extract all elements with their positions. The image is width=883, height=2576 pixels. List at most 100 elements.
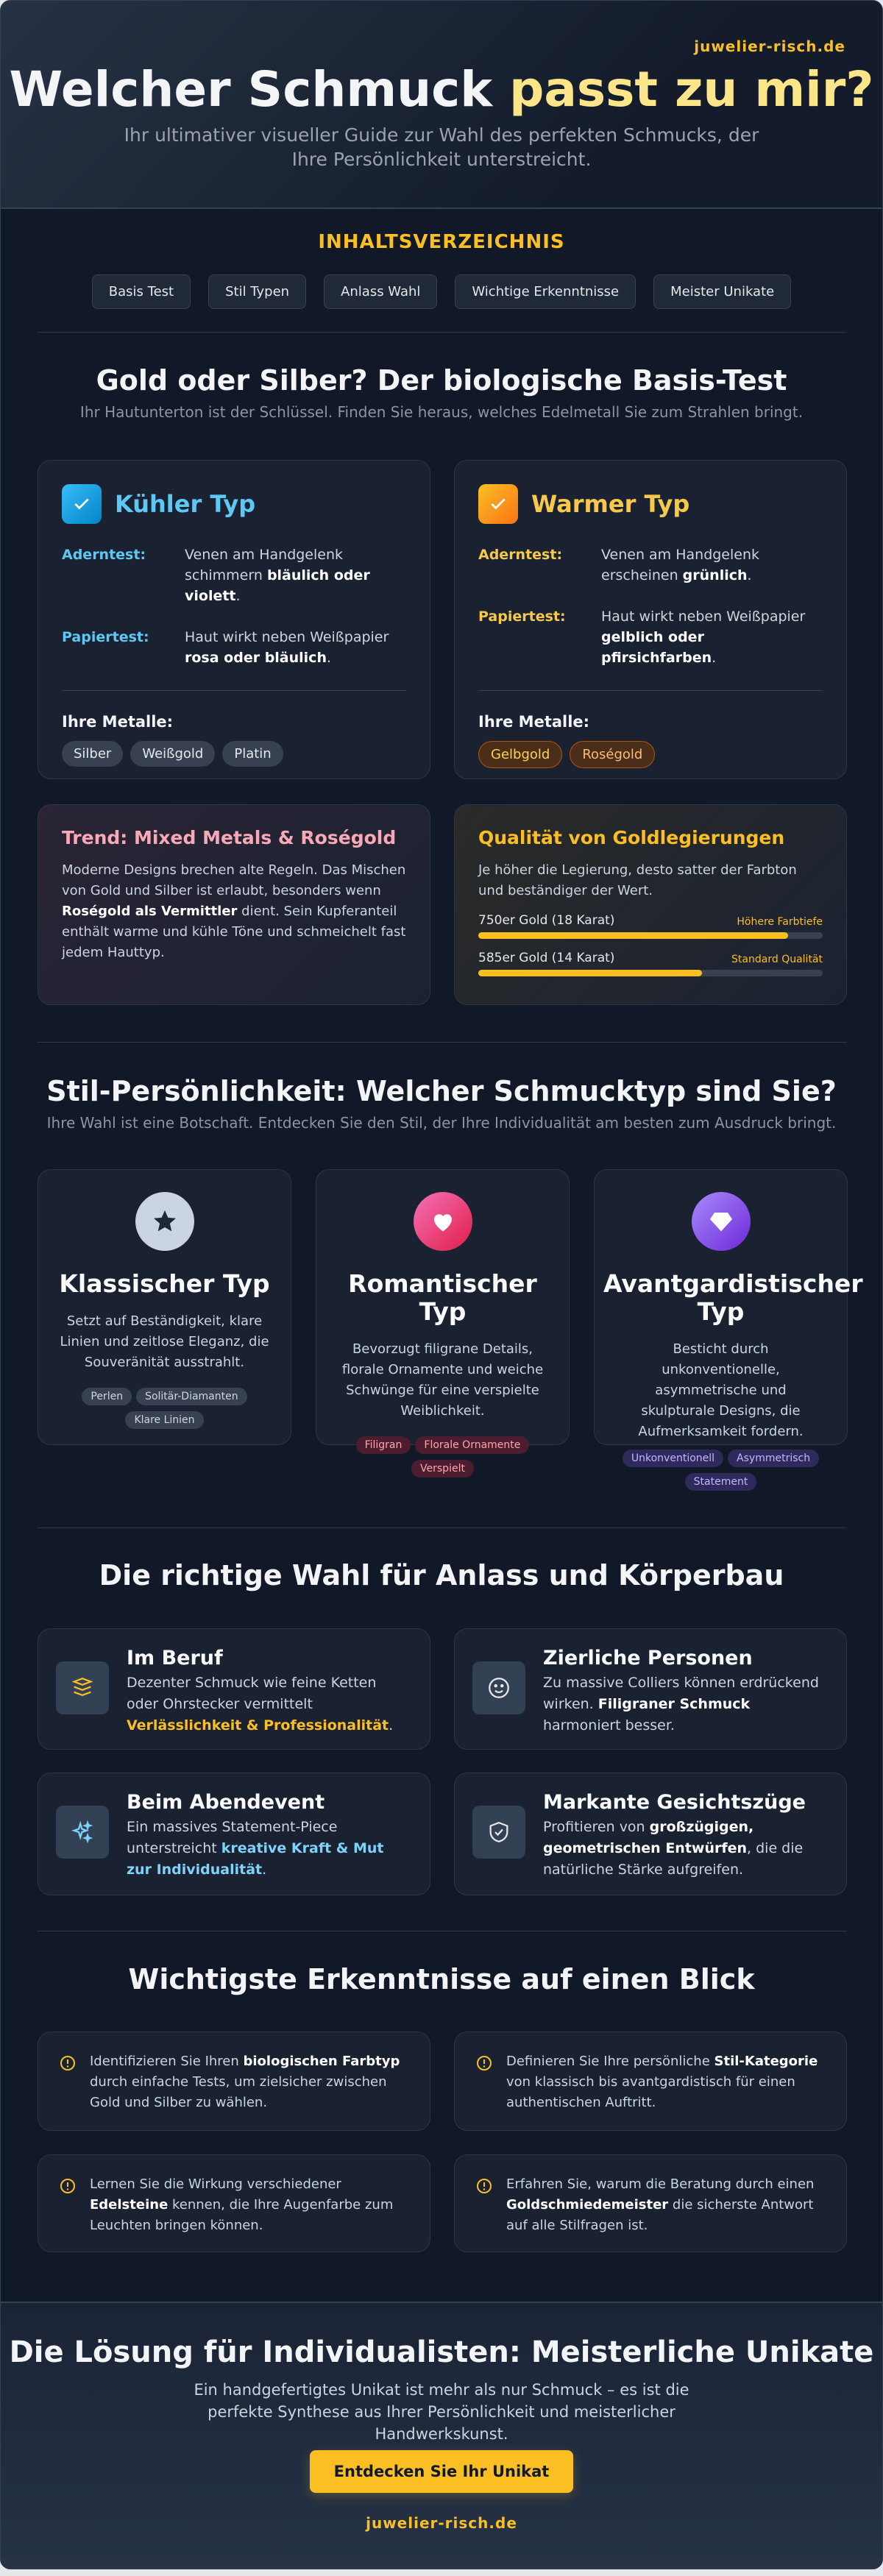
text-part: Moderne Designs brechen alte Regeln. Das… bbox=[62, 862, 406, 898]
bar-tag: Höhere Farbtiefe bbox=[737, 916, 823, 928]
toc-item[interactable]: Stil Typen bbox=[208, 274, 307, 309]
subtitle: Ihr ultimativer visueller Guide zur Wahl… bbox=[124, 124, 759, 170]
card-text: Moderne Designs brechen alte Regeln. Das… bbox=[62, 860, 406, 963]
label: Papiertest: bbox=[478, 608, 566, 625]
text-part: Goldschmiedemeister bbox=[506, 2197, 669, 2213]
divider bbox=[38, 1042, 847, 1043]
text-part: . bbox=[326, 650, 332, 666]
toc-item[interactable]: Meister Unikate bbox=[653, 274, 792, 309]
test-row: Aderntest: Venen am Handgelenk erscheinen… bbox=[478, 544, 823, 586]
card-text: Zu massive Colliers können erdrückend wi… bbox=[543, 1672, 829, 1736]
icon bbox=[60, 2179, 75, 2193]
bar-track bbox=[478, 970, 823, 976]
insight-card: Identifizieren Sie Ihren biologischen Fa… bbox=[38, 2032, 430, 2131]
card-title: Kühler Typ bbox=[62, 484, 406, 524]
icon bbox=[60, 2056, 75, 2071]
text-part: Lernen Sie die Wirkung verschiedener bbox=[90, 2176, 341, 2192]
text-part: biologischen Farbtyp bbox=[243, 2054, 400, 2069]
toc-item[interactable]: Wichtige Erkenntnisse bbox=[455, 274, 636, 309]
card-title: Klassischer Typ bbox=[59, 1269, 270, 1298]
text-part: . bbox=[712, 650, 717, 666]
tag: Klare Linien bbox=[125, 1411, 204, 1429]
icon bbox=[472, 1806, 525, 1859]
tag: Florale Ornamente bbox=[415, 1436, 530, 1454]
test-row: Aderntest: Venen am Handgelenk schimmern … bbox=[62, 544, 406, 606]
insight-card: Lernen Sie die Wirkung verschiedener Ede… bbox=[38, 2154, 430, 2252]
text-part: kennen, die Ihre Augenfarbe zum Leuchten… bbox=[90, 2197, 394, 2233]
footer-text: Ein handgefertigtes Unikat ist mehr als … bbox=[194, 2381, 689, 2443]
text-part: rosa oder bläulich bbox=[185, 650, 327, 666]
card-text: Profitieren von großzügigen, geometrisch… bbox=[543, 1817, 829, 1881]
page-title: Welcher Schmuck passt zu mir? bbox=[1, 61, 882, 118]
occasion-card: Im Beruf Dezenter Schmuck wie feine Kette… bbox=[38, 1628, 430, 1750]
bar bbox=[478, 970, 703, 976]
text-part: durch einfache Tests, um zielsicher zwis… bbox=[90, 2074, 387, 2110]
bar-label: 585er Gold (14 Karat) bbox=[478, 951, 615, 965]
text-part: harmoniert besser. bbox=[543, 1717, 675, 1734]
toc-item[interactable]: Basis Test bbox=[91, 274, 191, 309]
icon bbox=[477, 2179, 492, 2193]
brand: juwelier-risch.de bbox=[366, 2514, 517, 2532]
footer-title: Die Lösung für Individualisten: Meisterl… bbox=[9, 2335, 874, 2369]
card-title: Zierliche Personen bbox=[543, 1647, 753, 1670]
icon bbox=[477, 2056, 492, 2071]
icon bbox=[691, 1192, 751, 1251]
metals-label: Ihre Metalle: bbox=[478, 713, 590, 731]
text-part: kreative Kraft & Mut zur Individualität bbox=[127, 1840, 384, 1878]
card-text: Je höher die Legierung, desto satter der… bbox=[478, 862, 797, 898]
text: Haut wirkt neben Weißpapier rosa oder bl… bbox=[185, 627, 406, 668]
label: Aderntest: bbox=[478, 547, 563, 563]
icon bbox=[478, 484, 518, 524]
text-part: Identifizieren Sie Ihren bbox=[90, 2054, 244, 2069]
card-text: Bevorzugt filigrane Details, florale Orn… bbox=[341, 1341, 544, 1419]
separator bbox=[478, 690, 823, 691]
tag: Perlen bbox=[82, 1388, 132, 1405]
cta-button[interactable]: Entdecken Sie Ihr Unikat bbox=[310, 2450, 573, 2493]
card-title: Markante Gesichtszüge bbox=[543, 1791, 806, 1814]
trend-card: Trend: Mixed Metals & Roségold Moderne D… bbox=[38, 804, 430, 1005]
bar-label: 750er Gold (18 Karat) bbox=[478, 913, 615, 928]
metal-pill: Weißgold bbox=[130, 741, 216, 767]
tag: Solitär-Diamanten bbox=[136, 1388, 247, 1405]
card-title: Trend: Mixed Metals & Roségold bbox=[62, 827, 397, 848]
occasion-card: Beim Abendevent Ein massives Statement-Pi… bbox=[38, 1773, 430, 1895]
text-part: Dezenter Schmuck wie feine Ketten oder O… bbox=[127, 1675, 377, 1712]
icon bbox=[135, 1192, 194, 1251]
style-card: Klassischer Typ Setzt auf Beständigkeit,… bbox=[38, 1169, 291, 1445]
section-title: Stil-Persönlichkeit: Welcher Schmucktyp … bbox=[46, 1075, 837, 1107]
icon bbox=[62, 484, 102, 524]
card-title: Im Beruf bbox=[127, 1647, 223, 1670]
warm-card: Warmer Typ Aderntest: Venen am Handgelenk… bbox=[454, 460, 847, 779]
bar-tag: Standard Qualität bbox=[731, 954, 823, 965]
section-subtitle: Ihre Wahl ist eine Botschaft. Entdecken … bbox=[46, 1114, 837, 1132]
tag: Unkonventionell bbox=[622, 1450, 724, 1467]
label: Papiertest: bbox=[62, 629, 149, 645]
text-part: Verlässlichkeit & Professionalität bbox=[127, 1717, 389, 1734]
text-part: Roségold als Vermittler bbox=[62, 904, 238, 919]
tag: Verspielt bbox=[411, 1460, 474, 1477]
icon bbox=[56, 1661, 109, 1714]
metal-pill: Platin bbox=[222, 741, 283, 767]
section-title: Gold oder Silber? Der biologische Basis-… bbox=[96, 364, 787, 397]
toc-item[interactable]: Anlass Wahl bbox=[324, 274, 438, 309]
text-part: Venen am Handgelenk schimmern bbox=[185, 547, 344, 583]
text: Venen am Handgelenk schimmern bläulich o… bbox=[185, 544, 406, 606]
card-title: Qualität von Goldlegierungen bbox=[478, 827, 785, 848]
text-part: von klassisch bis avantgardistisch für e… bbox=[506, 2074, 795, 2110]
icon bbox=[472, 1661, 525, 1714]
card-title: Warmer Typ bbox=[478, 484, 823, 524]
text-part: Haut wirkt neben Weißpapier bbox=[601, 608, 806, 625]
metal-pill: Roségold bbox=[570, 741, 656, 768]
text-part: großzügigen, geometrischen Entwürfen bbox=[543, 1819, 754, 1856]
icon bbox=[56, 1806, 109, 1859]
style-card: Avantgardistischer Typ Besticht durch un… bbox=[594, 1169, 863, 1491]
text-part: Ein massives Statement-Piece unterstreic… bbox=[127, 1819, 338, 1856]
text-part: . bbox=[235, 588, 241, 604]
quality-card: Qualität von Goldlegierungen Je höher di… bbox=[454, 804, 847, 1005]
test-row: Papiertest: Haut wirkt neben Weißpapier g… bbox=[478, 606, 823, 668]
text-part: Zu massive Colliers können erdrückend wi… bbox=[543, 1675, 819, 1712]
metals-label: Ihre Metalle: bbox=[62, 713, 174, 731]
card-text: Besticht durch unkonventionelle, asymmet… bbox=[638, 1341, 804, 1439]
section-subtitle: Ihr Hautunterton ist der Schlüssel. Find… bbox=[79, 403, 804, 421]
